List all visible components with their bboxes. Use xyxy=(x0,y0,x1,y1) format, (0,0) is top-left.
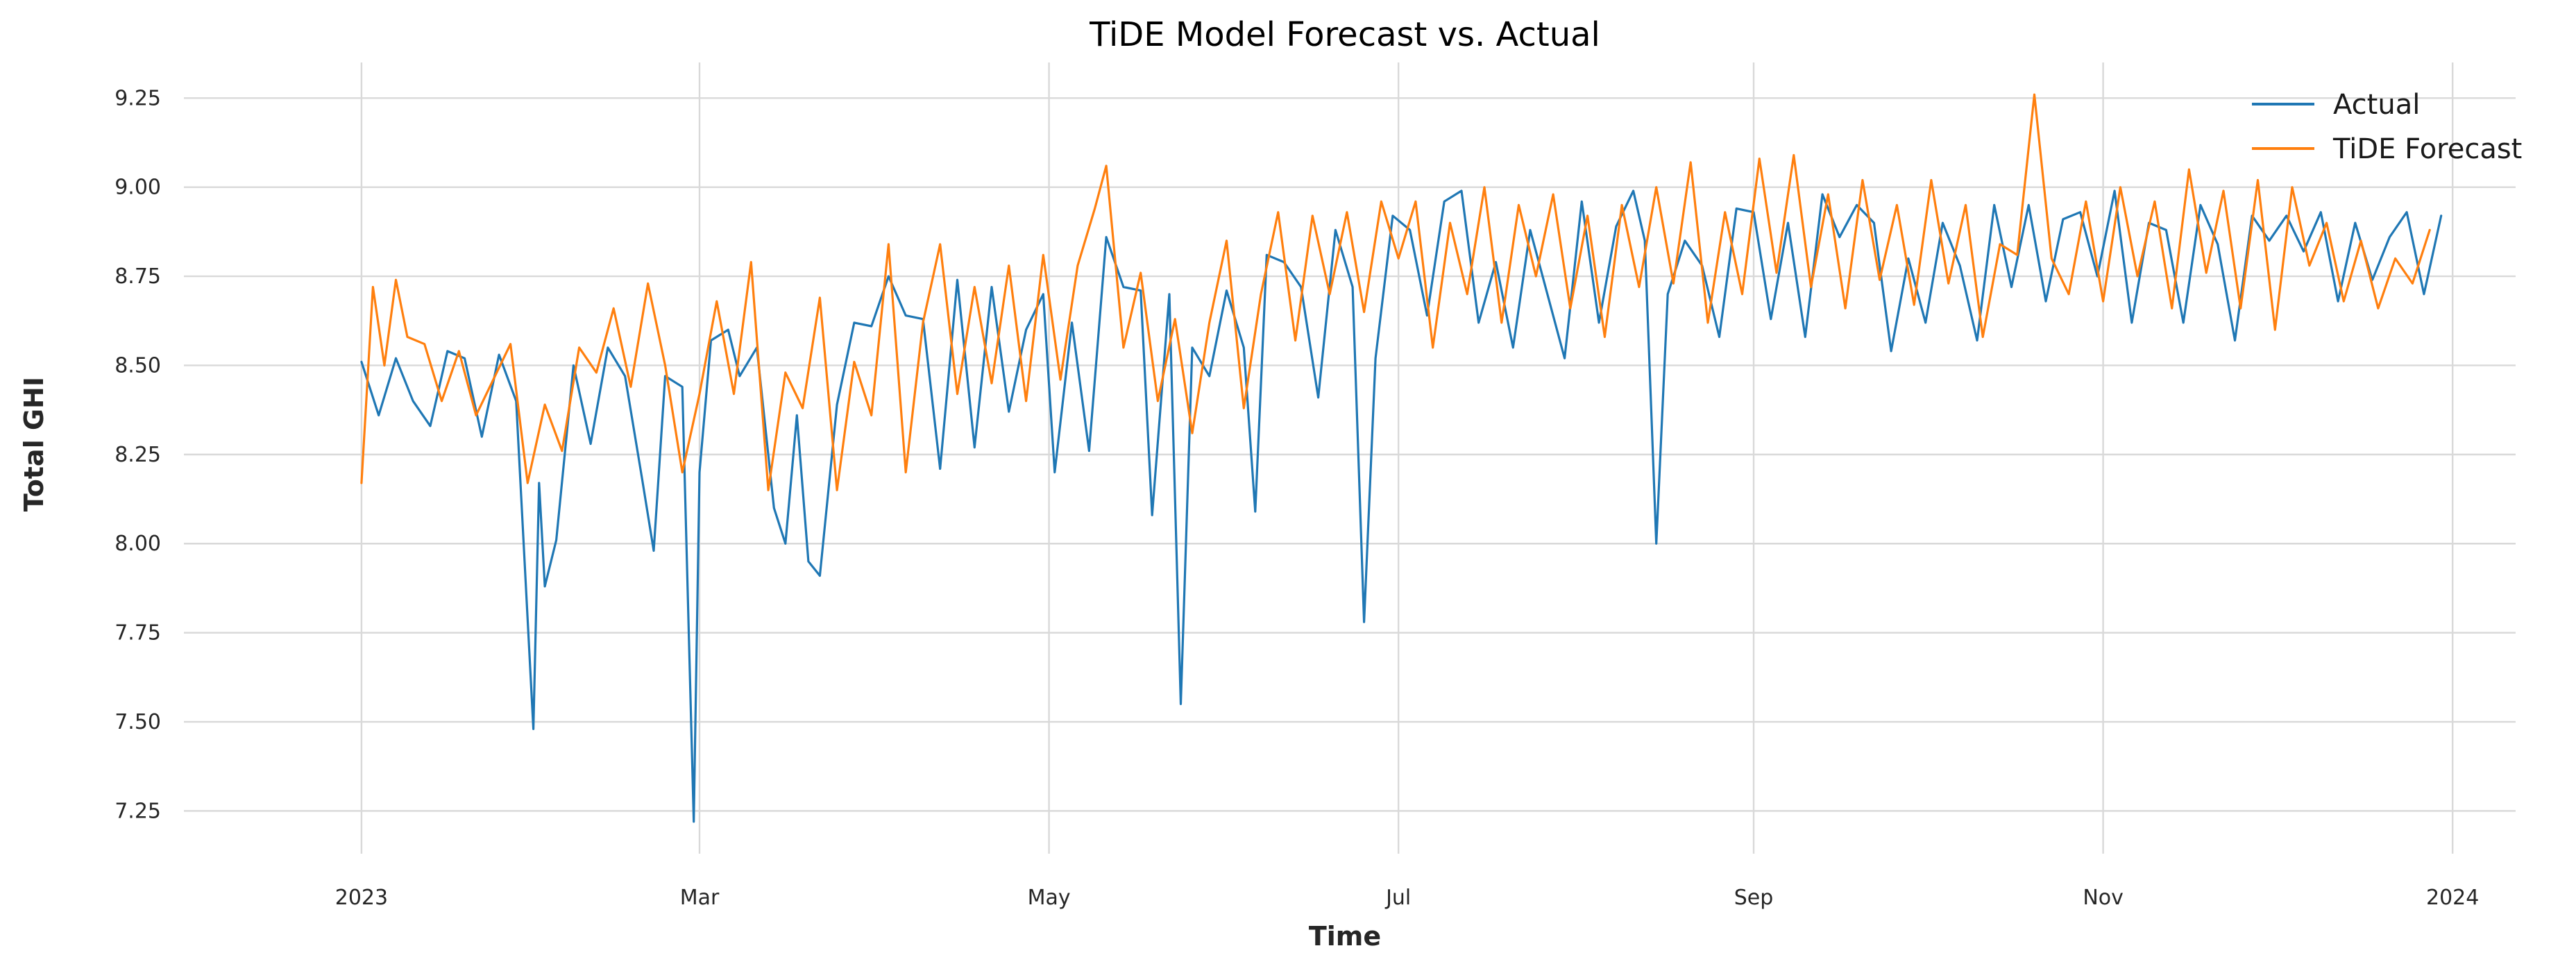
series-layer xyxy=(360,93,2443,823)
series-line-actual xyxy=(360,189,2443,823)
x-tick-label: 2023 xyxy=(335,886,388,910)
x-tick-label: Nov xyxy=(2083,886,2124,910)
x-gridlines xyxy=(360,62,2454,854)
y-tick-label: 7.50 xyxy=(115,710,161,734)
y-tick-label: 8.25 xyxy=(115,443,161,467)
x-axis-title: Time xyxy=(1309,921,1381,952)
y-axis-title: Total GHI xyxy=(19,377,49,512)
y-tick-label: 9.00 xyxy=(115,176,161,200)
x-tick-label: May xyxy=(1028,886,1071,910)
y-tick-label: 7.75 xyxy=(115,621,161,645)
x-tick-label: Jul xyxy=(1384,886,1411,910)
y-tick-labels: 7.25 7.50 7.75 8.00 8.25 8.50 8.75 9.00 9.25 xyxy=(115,86,161,823)
y-tick-label: 8.75 xyxy=(115,264,161,289)
x-tick-label: 2024 xyxy=(2426,886,2479,910)
legend-label: TiDE Forecast xyxy=(2332,133,2522,165)
legend: Actual TiDE Forecast xyxy=(2252,89,2522,165)
x-tick-labels: 2023 Mar May Jul Sep Nov 2024 xyxy=(335,886,2480,910)
x-tick-label: Mar xyxy=(680,886,720,910)
y-tick-label: 9.25 xyxy=(115,86,161,110)
y-tick-label: 8.00 xyxy=(115,532,161,556)
series-line-tide-forecast xyxy=(360,93,2431,491)
y-tick-label: 8.50 xyxy=(115,353,161,378)
x-tick-label: Sep xyxy=(1734,886,1774,910)
y-tick-label: 7.25 xyxy=(115,799,161,823)
chart-title: TiDE Model Forecast vs. Actual xyxy=(1089,15,1600,54)
legend-label: Actual xyxy=(2333,89,2420,121)
